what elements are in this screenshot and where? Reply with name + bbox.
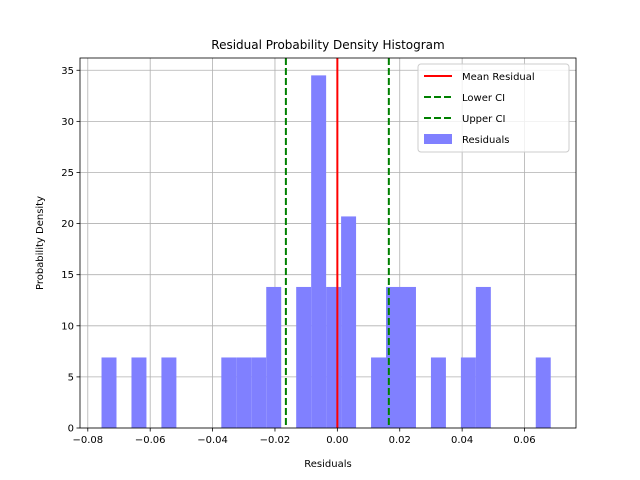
x-tick-label: −0.06 xyxy=(135,435,166,446)
y-tick-label: 20 xyxy=(61,219,74,230)
histogram-bar xyxy=(101,357,117,428)
legend: Mean Residual Lower CI Upper CI Residuals xyxy=(417,63,570,153)
y-axis-ticks: 0 5 10 15 20 25 30 35 xyxy=(61,66,80,435)
plot-frame xyxy=(79,57,577,429)
legend-label: Residuals xyxy=(462,135,509,146)
histogram-bar xyxy=(266,286,282,428)
x-axis-ticks: −0.08 −0.06 −0.04 −0.02 0.00 0.02 0.04 0.06 xyxy=(72,428,536,446)
histogram-bar xyxy=(430,357,446,428)
histogram-bar xyxy=(475,286,491,428)
histogram-bar xyxy=(251,357,267,428)
histogram-bar xyxy=(341,216,357,428)
x-tick-label: −0.08 xyxy=(72,435,103,446)
x-tick-label: 0.04 xyxy=(451,435,473,446)
histogram-bar xyxy=(161,357,177,428)
reference-lines xyxy=(284,58,390,428)
legend-swatch xyxy=(424,134,452,144)
legend-label: Upper CI xyxy=(462,114,505,125)
legend-label: Lower CI xyxy=(462,93,505,104)
y-tick-label: 35 xyxy=(61,66,74,77)
y-tick-label: 30 xyxy=(61,117,74,128)
histogram-bar xyxy=(221,357,237,428)
histogram-bar xyxy=(460,357,476,428)
y-axis-label: Probability Density xyxy=(35,196,46,290)
x-tick-label: 0.00 xyxy=(326,435,348,446)
histogram-bar xyxy=(236,357,252,428)
y-tick-label: 5 xyxy=(68,372,74,383)
histogram-bar xyxy=(326,286,342,428)
chart-title: Residual Probability Density Histogram xyxy=(211,38,444,52)
y-tick-label: 10 xyxy=(61,321,74,332)
x-tick-label: −0.02 xyxy=(260,435,291,446)
y-tick-label: 15 xyxy=(61,270,74,281)
histogram-bar xyxy=(311,75,327,428)
x-axis-label: Residuals xyxy=(304,459,351,470)
histogram-bar xyxy=(131,357,147,428)
histogram-bar xyxy=(371,357,387,428)
histogram-bar xyxy=(400,286,416,428)
x-tick-label: 0.02 xyxy=(389,435,411,446)
y-tick-label: 25 xyxy=(61,168,74,179)
y-tick-label: 0 xyxy=(68,424,74,435)
x-tick-label: −0.04 xyxy=(197,435,228,446)
legend-label: Mean Residual xyxy=(462,72,535,83)
legend-box xyxy=(417,63,570,153)
histogram-bar xyxy=(296,286,312,428)
histogram-bar xyxy=(535,357,551,428)
x-tick-label: 0.06 xyxy=(513,435,535,446)
